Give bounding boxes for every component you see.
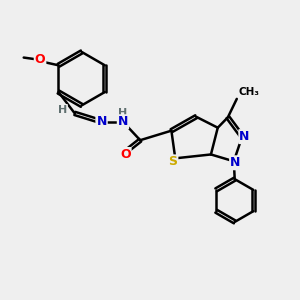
Text: H: H xyxy=(118,108,128,118)
Text: S: S xyxy=(168,155,177,168)
Text: N: N xyxy=(230,156,241,169)
Text: CH₃: CH₃ xyxy=(238,87,259,97)
Text: N: N xyxy=(96,115,107,128)
Text: O: O xyxy=(35,53,45,66)
Text: N: N xyxy=(239,130,250,143)
Text: O: O xyxy=(120,148,131,161)
Text: N: N xyxy=(118,115,128,128)
Text: H: H xyxy=(58,105,67,115)
